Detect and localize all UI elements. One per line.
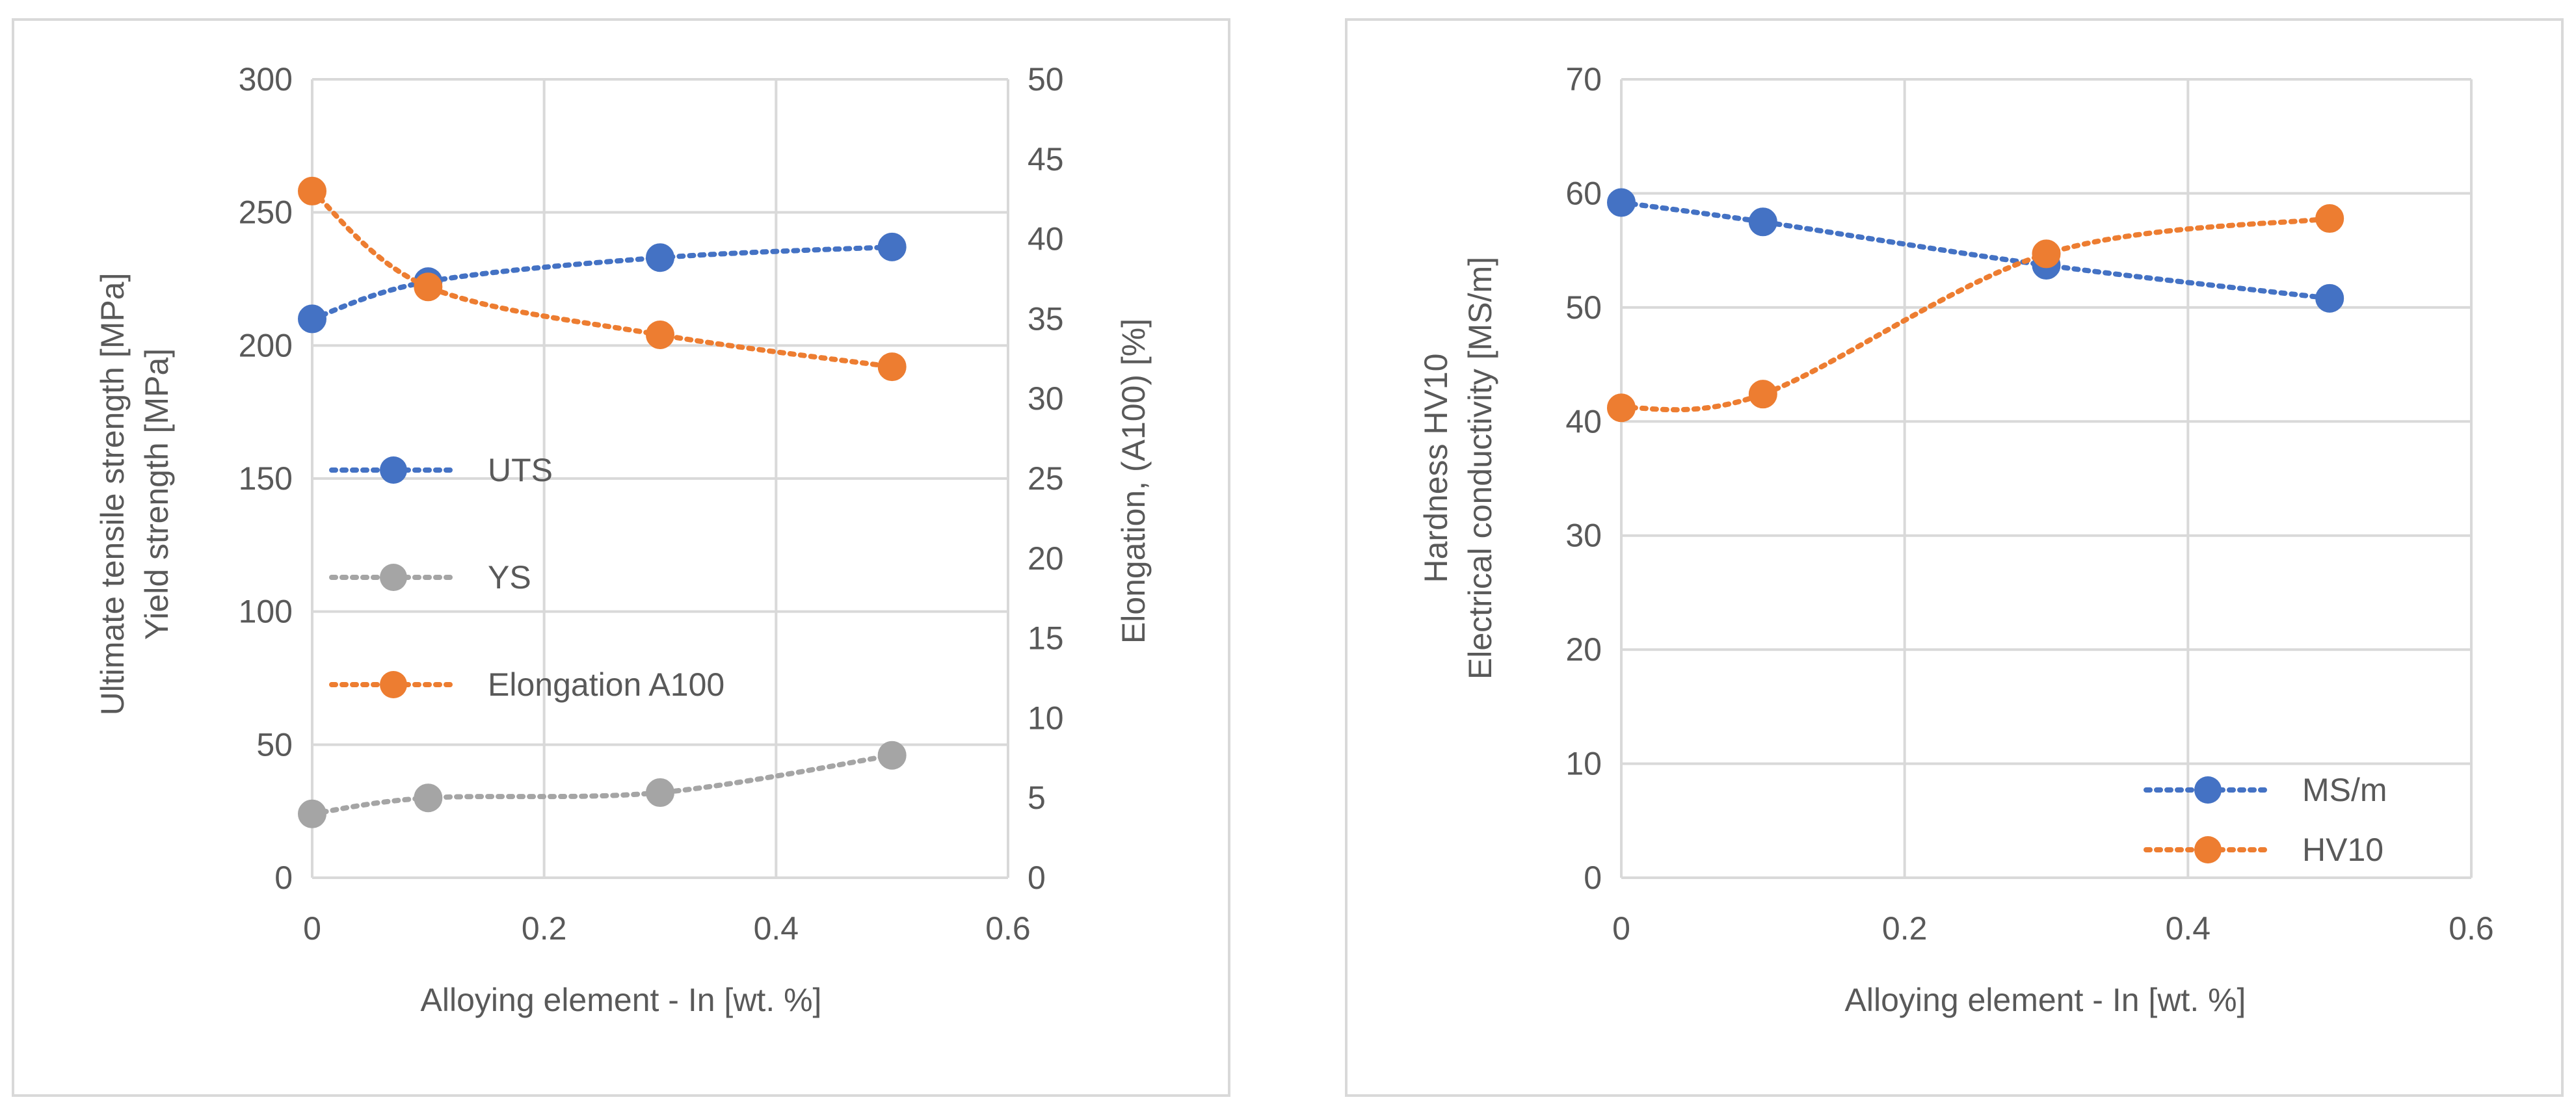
left-y2-tick-label: 30 [1028, 380, 1064, 417]
right-x-tick-label: 0 [1612, 910, 1630, 947]
left-data-point [646, 778, 674, 808]
left-data-point [298, 176, 326, 205]
left-y2-tick-label: 35 [1028, 300, 1064, 337]
right-y-tick-label: 20 [1565, 631, 1602, 668]
left-y-tick-label: 0 [274, 860, 293, 896]
left-y-axis-title-ys: Yield strength [MPa] [139, 348, 175, 640]
left-x-axis-title: Alloying element - In [wt. %] [421, 982, 822, 1018]
right-y-axis-title-hardness: Hardness HV10 [1418, 354, 1454, 583]
left-data-point [877, 352, 907, 382]
left-y2-tick-label: 40 [1028, 221, 1064, 257]
right-x-tick-label: 0.2 [1882, 910, 1928, 947]
right-y-tick-label: 0 [1584, 860, 1602, 896]
chart-left: 0 50 100 150 200 250 300 0 0.2 0.4 0.6 0 5 10 15 20 25 30… [94, 61, 1152, 1018]
left-x-tick-label: 0.2 [522, 910, 567, 947]
left-legend-label: YS [488, 559, 531, 596]
left-legend-marker [380, 671, 407, 698]
left-series-line-uts [310, 244, 895, 322]
right-y-tick-label: 50 [1565, 289, 1602, 326]
right-data-point [1607, 188, 1636, 217]
left-data-point [298, 304, 326, 334]
left-y-tick-label: 50 [256, 726, 293, 763]
right-data-point [1748, 207, 1777, 237]
left-legend-label: Elongation A100 [488, 666, 724, 703]
left-y2-tick-label: 10 [1028, 700, 1064, 736]
left-data-point [877, 232, 907, 261]
left-data-point [298, 799, 326, 828]
left-y-axis-title-uts: Ultimate tensile strength [MPa] [94, 273, 131, 716]
left-x-tick-label: 0.4 [754, 910, 799, 947]
left-data-point [646, 243, 674, 272]
left-y2-tick-label: 25 [1028, 460, 1064, 497]
left-y-tick-label: 200 [239, 327, 293, 363]
left-y2-tick-label: 5 [1028, 780, 1046, 816]
left-legend-marker [380, 564, 407, 591]
left-y2-tick-label: 50 [1028, 61, 1064, 98]
left-x-tick-label: 0.6 [985, 910, 1031, 947]
left-series-line-elongation-a100 [310, 188, 895, 370]
right-legend-marker [2194, 836, 2222, 863]
right-x-axis-title: Alloying element - In [wt. %] [1845, 982, 2246, 1018]
left-legend-marker [380, 456, 407, 484]
right-legend-label: HV10 [2302, 832, 2383, 868]
right-data-point [2315, 283, 2344, 313]
right-y-tick-label: 10 [1565, 746, 1602, 782]
right-y-tick-label: 60 [1565, 175, 1602, 211]
left-y2-tick-label: 20 [1028, 540, 1064, 577]
left-data-point [414, 272, 443, 302]
right-legend-marker [2194, 776, 2222, 804]
right-y-tick-label: 70 [1565, 61, 1602, 98]
left-y2-tick-label: 45 [1028, 141, 1064, 177]
left-legend: UTS YS Elongation A100 [329, 452, 724, 703]
right-y-axis-title-conductivity: Electrical conductivity [MS/m] [1462, 257, 1498, 679]
left-series-line-ys [310, 752, 895, 817]
left-x-tick-label: 0 [303, 910, 321, 947]
left-y2-tick-label: 15 [1028, 620, 1064, 657]
right-x-tick-label: 0.6 [2449, 910, 2494, 947]
left-y2-tick-label: 0 [1028, 860, 1046, 896]
right-x-tick-label: 0.4 [2166, 910, 2211, 947]
left-y2-axis-title: Elongation, (A100) [%] [1115, 319, 1152, 644]
left-y-tick-label: 100 [239, 594, 293, 630]
right-y-tick-label: 30 [1565, 518, 1602, 554]
right-series-line-hv10 [1619, 216, 2333, 413]
chart-left-frame [12, 18, 1230, 1097]
chart-right-frame [1345, 18, 2564, 1097]
right-data-point [2032, 239, 2061, 269]
right-series-line-ms-m [1619, 200, 2333, 301]
right-data-point [2315, 204, 2344, 233]
chart-right: 0 10 20 30 40 50 60 70 0 0.2 0.4 0.6 Alloying eleme… [1418, 61, 2494, 1018]
left-data-point [414, 783, 443, 813]
left-y-tick-label: 250 [239, 194, 293, 231]
right-data-point [1748, 380, 1777, 409]
right-y-tick-label: 40 [1565, 403, 1602, 440]
left-y-tick-label: 150 [239, 460, 293, 497]
left-legend-label: UTS [488, 452, 553, 488]
left-y-tick-label: 300 [239, 61, 293, 98]
right-data-point [1607, 393, 1636, 423]
right-legend: MS/m HV10 [2144, 772, 2387, 868]
left-data-point [877, 741, 907, 770]
right-legend-label: MS/m [2302, 772, 2387, 808]
left-data-point [646, 320, 674, 349]
